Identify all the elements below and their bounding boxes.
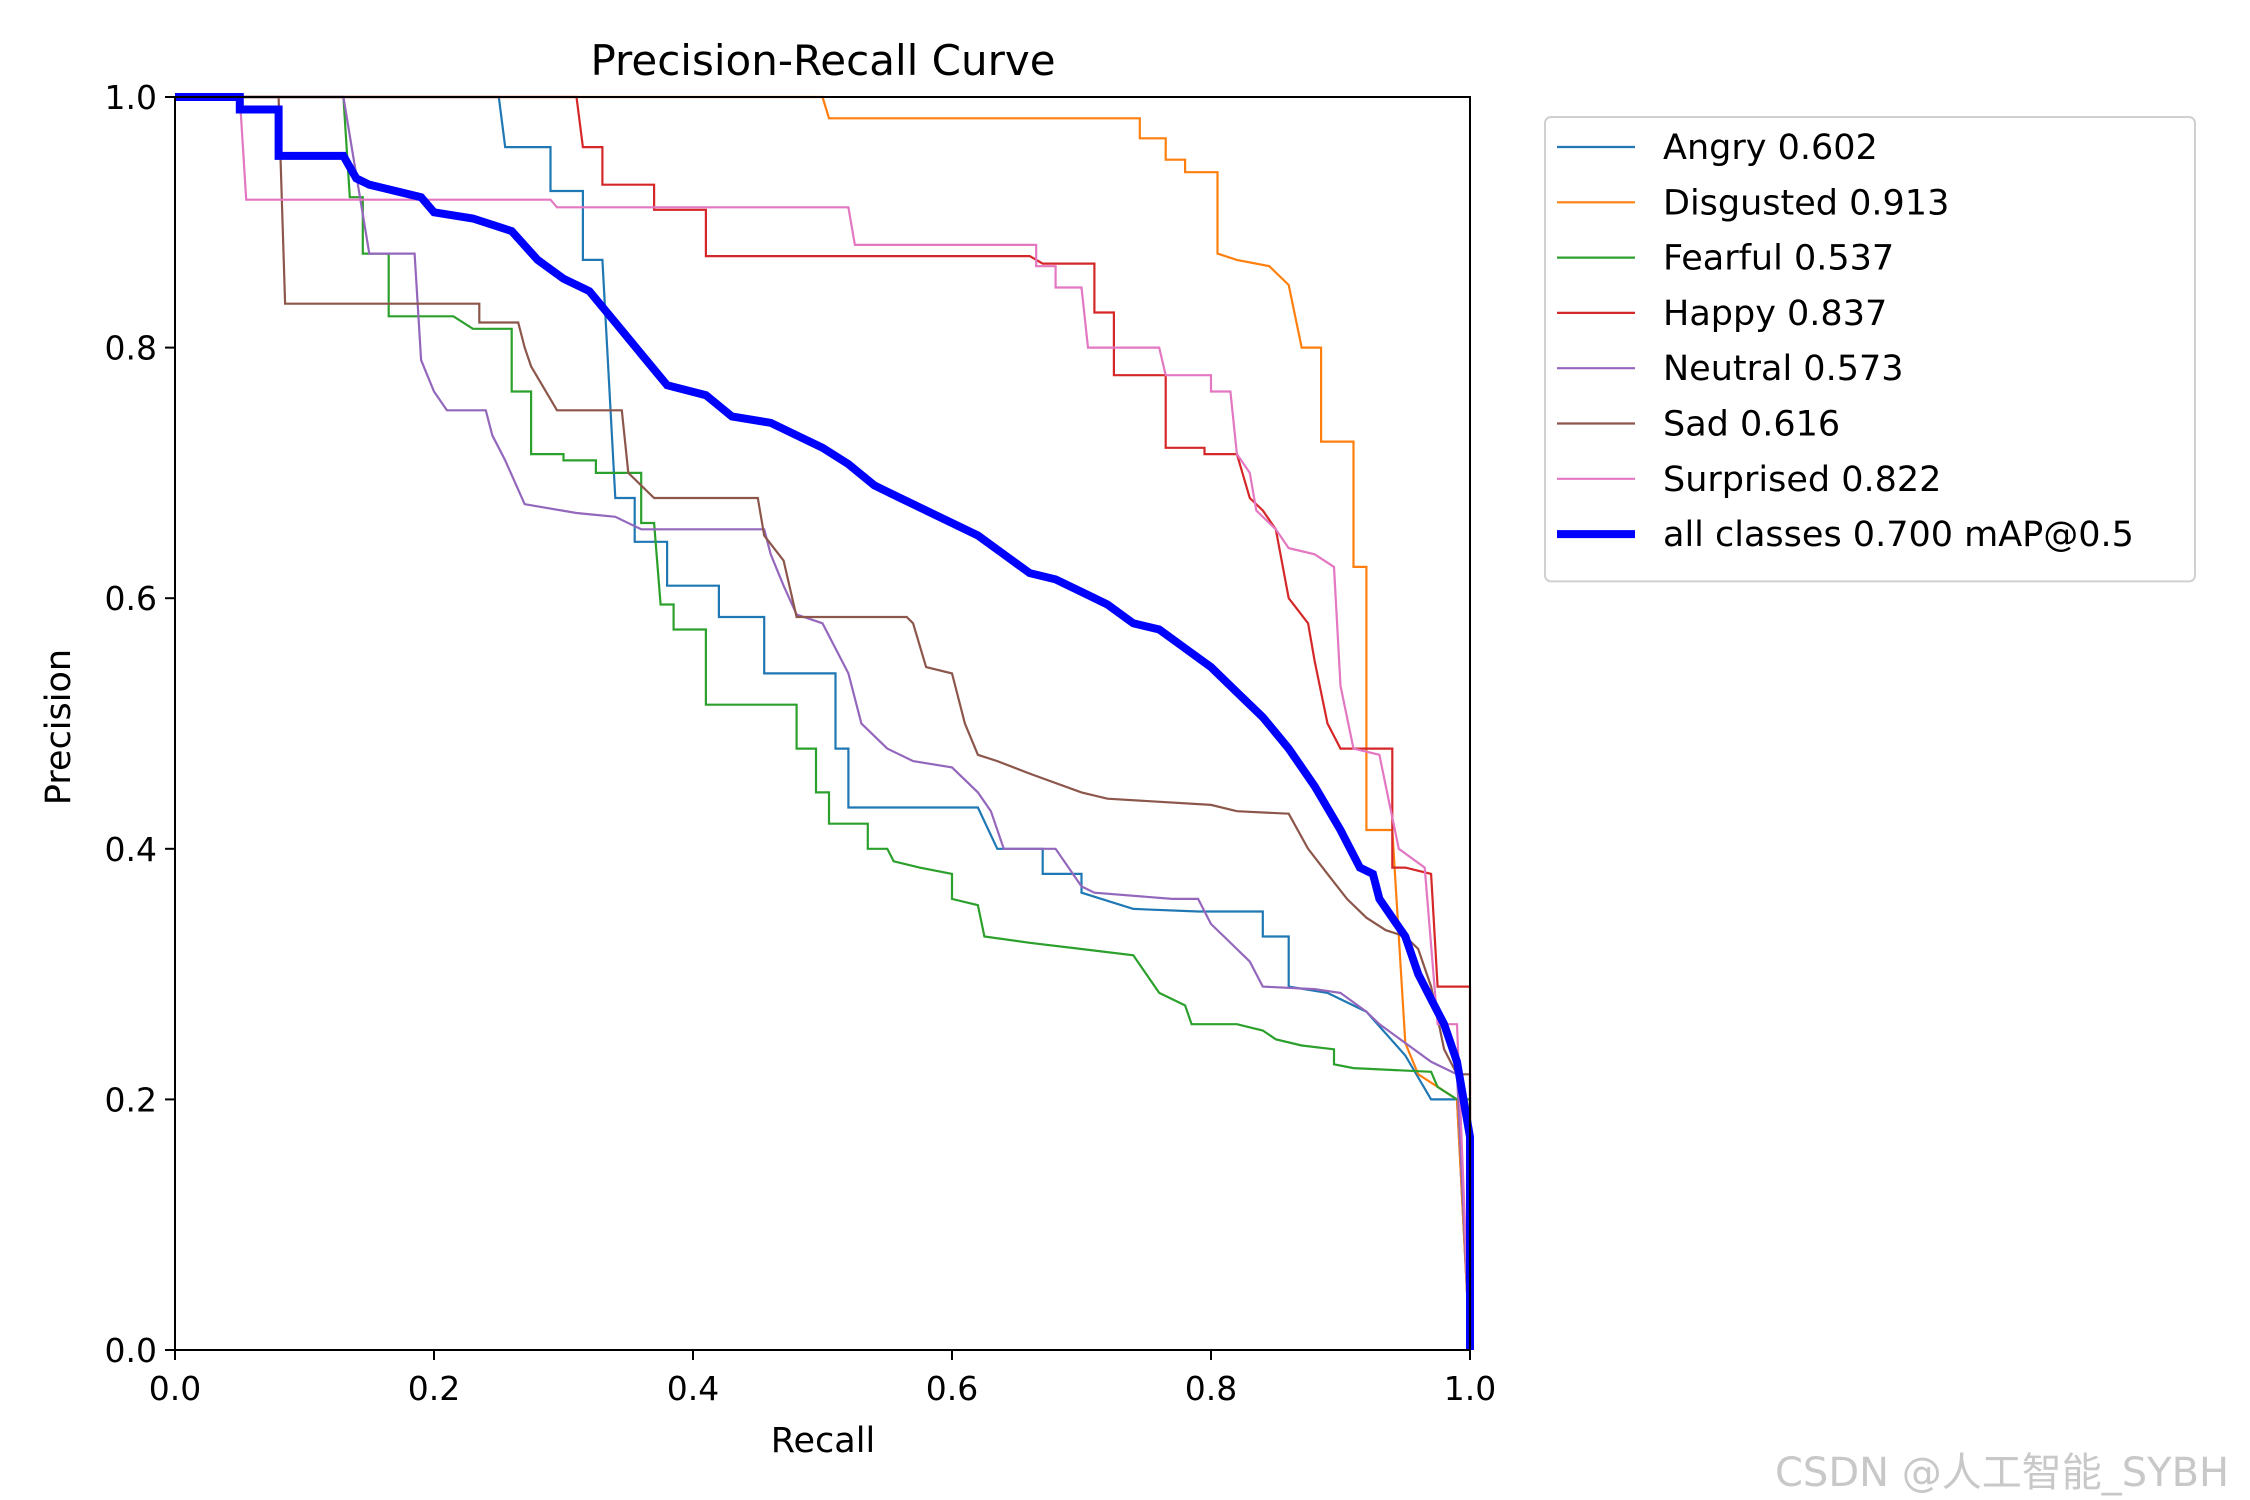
series-line-disgusted <box>175 95 1472 1351</box>
x-tick-label: 0.8 <box>1185 1369 1237 1408</box>
y-tick-label: 0.8 <box>105 329 157 368</box>
legend-label: all classes 0.700 mAP@0.5 <box>1663 515 2134 555</box>
x-tick-label: 0.2 <box>408 1369 460 1408</box>
y-tick-label: 1.0 <box>105 78 157 117</box>
legend-label: Angry 0.602 <box>1663 128 1878 168</box>
legend-label: Fearful 0.537 <box>1663 239 1894 279</box>
series-line-neutral <box>175 95 1472 1351</box>
plot-frame <box>174 96 1471 1351</box>
watermark: CSDN @人工智能_SYBH <box>1775 1450 2230 1496</box>
x-tick-label: 0.6 <box>926 1369 978 1408</box>
series-line-surprised <box>175 95 1472 1351</box>
legend-label: Happy 0.837 <box>1663 294 1887 334</box>
x-axis-label: Recall <box>771 1421 875 1461</box>
series-layer <box>175 93 1474 1351</box>
legend-label: Disgusted 0.913 <box>1663 183 1949 223</box>
y-tick-label: 0.6 <box>105 579 157 618</box>
legend-label: Sad 0.616 <box>1663 405 1840 445</box>
legend: Angry 0.602 Disgusted 0.913 Fearful 0.537 H… <box>1544 116 2196 583</box>
y-tick-label: 0.0 <box>105 1331 157 1370</box>
legend-label: Neutral 0.573 <box>1663 349 1904 389</box>
series-line-all-classes <box>175 93 1474 1350</box>
chart-title: Precision-Recall Curve <box>590 36 1055 85</box>
y-tick-label: 0.2 <box>105 1080 157 1119</box>
x-tick-label: 0.4 <box>667 1369 719 1408</box>
series-line-happy <box>175 95 1472 1350</box>
y-tick-label: 0.4 <box>105 830 157 869</box>
series-line-angry <box>175 95 1472 1351</box>
series-line-sad <box>175 95 1472 1350</box>
y-axis-label: Precision <box>39 649 79 805</box>
series-line-fearful <box>175 95 1472 1350</box>
x-tick-label: 1.0 <box>1444 1369 1496 1408</box>
legend-label: Surprised 0.822 <box>1663 460 1941 500</box>
x-tick-label: 0.0 <box>149 1369 201 1408</box>
axes-layer: 0.0 0.2 0.4 0.6 0.8 1.0 0.0 0.2 0.4 0.6 0.8 1.0 <box>105 78 1497 1408</box>
legend-box <box>1544 116 2196 583</box>
